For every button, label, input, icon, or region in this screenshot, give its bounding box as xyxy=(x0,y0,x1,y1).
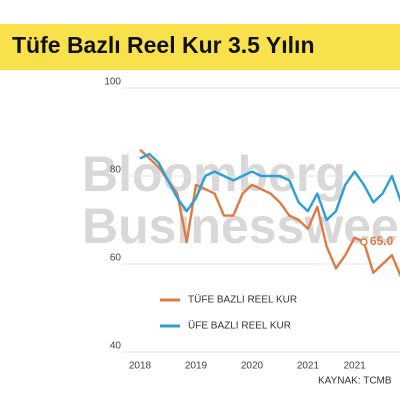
series-line xyxy=(139,148,400,278)
x-tick-label: 2021 xyxy=(297,361,320,372)
y-tick-label: 60 xyxy=(110,253,122,264)
x-tick-label: 2018 xyxy=(129,361,152,372)
legend-label: ÜFE BAZLI REEL KUR xyxy=(188,320,291,332)
x-tick-label: 2021 xyxy=(343,361,366,372)
annotation-marker xyxy=(360,238,368,246)
title-banner xyxy=(0,24,400,70)
legend-label: TÜFE BAZLI REEL KUR xyxy=(188,294,297,306)
watermark: Businessweek xyxy=(82,198,400,254)
source: KAYNAK: TCMB xyxy=(318,376,392,387)
y-tick-label: 100 xyxy=(104,77,121,88)
chart-title: Tüfe Bazlı Reel Kur 3.5 Yılın xyxy=(12,32,315,58)
x-tick-label: 2019 xyxy=(185,361,208,372)
series-line xyxy=(139,152,400,222)
x-tick-label: 2020 xyxy=(241,361,264,372)
y-tick-label: 40 xyxy=(110,341,122,352)
annotation: 65.0 xyxy=(370,234,394,248)
y-tick-label: 80 xyxy=(110,165,122,176)
